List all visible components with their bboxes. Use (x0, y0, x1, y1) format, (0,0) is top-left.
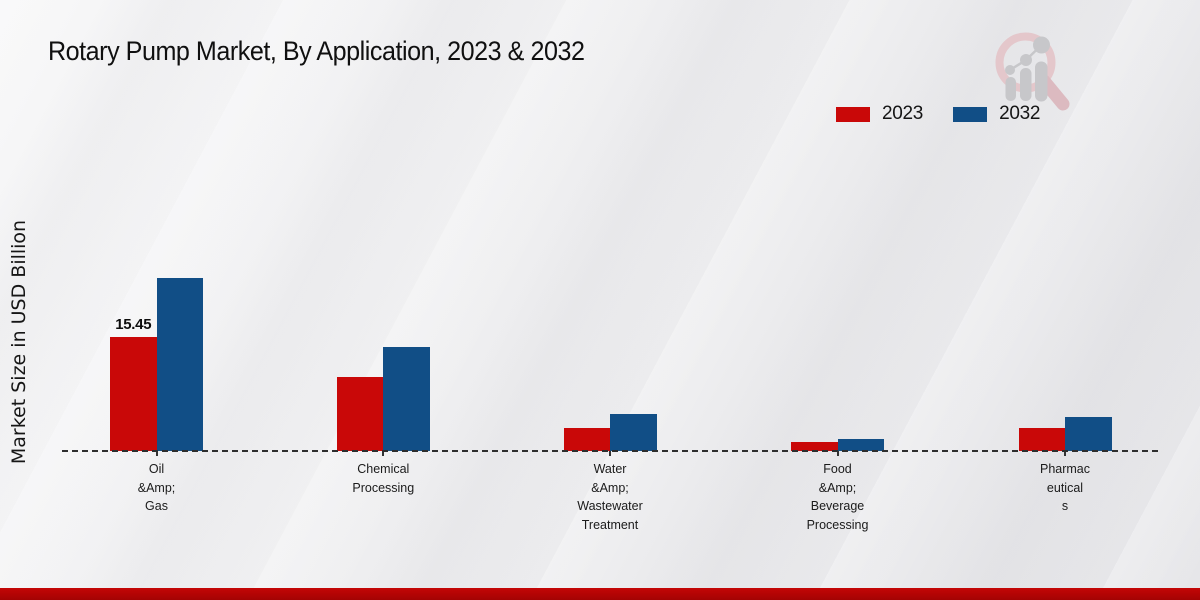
logo-bar-1 (1005, 77, 1016, 101)
legend-swatch-series-2 (953, 106, 988, 122)
bar-2023-category-3 (563, 427, 610, 451)
category-label: Oil &Amp; Gas (137, 462, 176, 513)
footer-accent-bar (0, 588, 1200, 600)
bar-2032-category-2 (383, 346, 430, 451)
legend: 2023 2032 (836, 103, 1040, 125)
x-axis-tick (155, 451, 158, 456)
category-label: Food &Amp; Beverage Processing (806, 462, 869, 532)
legend-label-series-2: 2032 (999, 103, 1041, 124)
logo-bar-3 (1035, 61, 1048, 102)
chart-title: Rotary Pump Market, By Application, 2023… (48, 36, 585, 66)
category-label: Pharmac eutical s (1039, 462, 1091, 513)
logo-dot-1 (1005, 65, 1015, 75)
legend-swatch-series-1 (836, 106, 870, 122)
bar-2032-category-4 (837, 438, 884, 451)
logo-dot-2 (1020, 54, 1032, 66)
legend-label-series-1: 2023 (882, 103, 924, 124)
bar-2032-category-3 (610, 413, 657, 451)
bar-2032-category-1 (156, 278, 203, 451)
bar-2023-category-2 (336, 376, 384, 451)
legend-item-series-2: 2032 (953, 103, 1040, 125)
logo-dot-3 (1033, 36, 1050, 54)
category-label: Chemical Processing (352, 462, 415, 495)
logo-bar-2 (1020, 68, 1032, 101)
x-axis-tick (609, 451, 611, 456)
x-axis-baseline (62, 450, 1158, 452)
magnifier-bar-chart-logo-icon (995, 32, 1070, 111)
bar-value-label: 15.45 (115, 315, 152, 333)
bar-2023-category-5 (1018, 427, 1065, 451)
legend-item-series-1: 2023 (836, 103, 923, 125)
bar-2032-category-5 (1065, 417, 1112, 451)
bar-2023-category-4 (791, 441, 838, 451)
x-axis-tick (1064, 451, 1066, 456)
x-axis-tick (836, 451, 839, 456)
category-label: Water &Amp; Wastewater Treatment (577, 462, 643, 532)
y-axis-label: Market Size in USD Billion (8, 219, 30, 465)
x-axis-tick (382, 451, 385, 456)
bar-2023-category-1 (110, 336, 157, 451)
